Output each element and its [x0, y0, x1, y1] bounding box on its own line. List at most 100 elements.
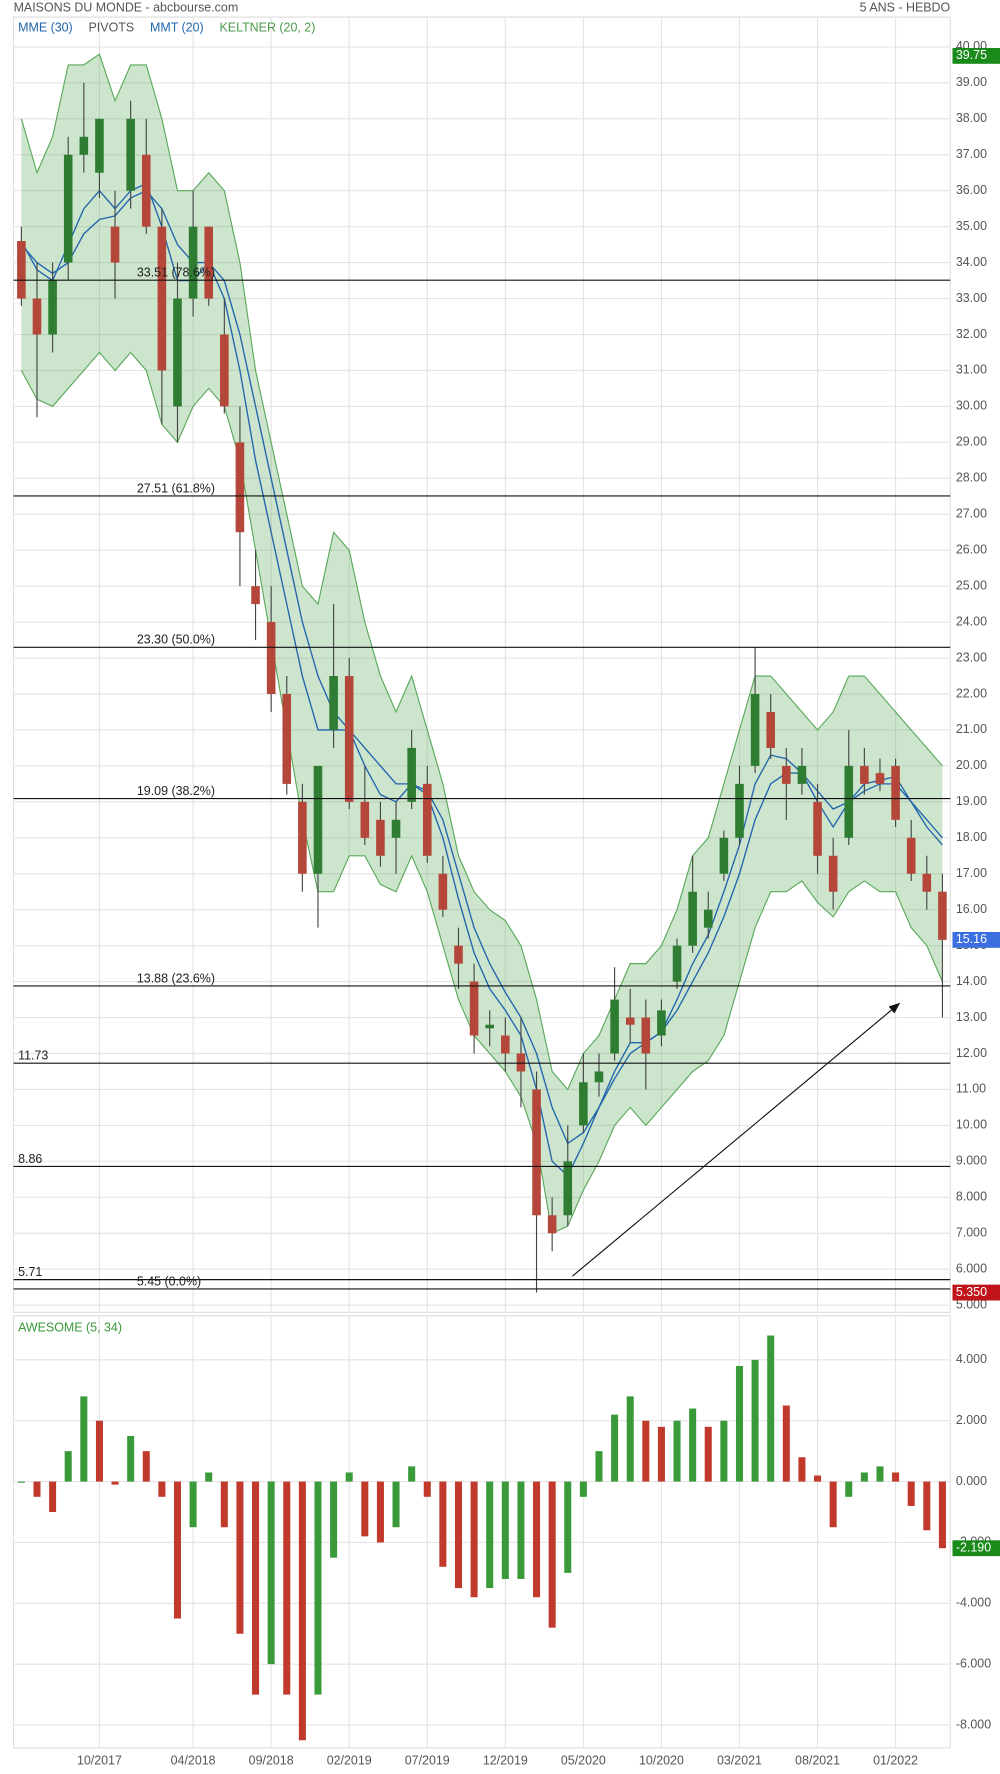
level-label: 11.73 — [18, 1049, 48, 1063]
oscillator-bar — [876, 1466, 884, 1482]
x-tick-label: 10/2020 — [639, 1754, 684, 1768]
y-tick-label: 8.000 — [956, 1190, 987, 1204]
candle-body — [173, 298, 182, 407]
oscillator-bar — [751, 1359, 759, 1482]
oscillator-bar — [486, 1481, 494, 1589]
oscillator-bar — [142, 1451, 150, 1482]
level-label: 5.45 (0.0%) — [137, 1274, 201, 1288]
candle-body — [641, 1017, 651, 1054]
candle-body — [157, 226, 167, 371]
oscillator-bar — [392, 1481, 400, 1528]
x-tick-label: 08/2021 — [795, 1754, 840, 1768]
y-tick-label: 28.00 — [956, 471, 987, 485]
oscillator-bar — [798, 1457, 806, 1482]
y-tick-label: 27.00 — [956, 507, 987, 521]
y-tick-label: 9.000 — [956, 1154, 987, 1168]
x-tick-label: 05/2020 — [561, 1754, 606, 1768]
oscillator-bar — [626, 1396, 634, 1482]
candle-body — [360, 801, 370, 838]
y-tick-label: 13.00 — [956, 1010, 987, 1024]
candle-body — [703, 909, 713, 928]
candle-body — [828, 855, 838, 892]
oscillator-bar — [642, 1420, 650, 1482]
oscillator-bar — [907, 1481, 915, 1506]
price-tag — [952, 931, 1000, 948]
candle-body — [938, 891, 947, 940]
x-tick-label: 12/2019 — [483, 1754, 528, 1768]
candle-body — [750, 694, 760, 766]
candle-body — [532, 1089, 541, 1216]
candle-body — [266, 622, 276, 695]
candle-body — [376, 819, 385, 856]
y-tick-label: 25.00 — [956, 578, 987, 592]
y-tick-label: 6.000 — [956, 1261, 987, 1275]
y-tick-label: 17.00 — [956, 866, 987, 880]
oscillator-bar — [298, 1481, 306, 1741]
oscillator-bar — [720, 1420, 728, 1482]
legend-entry: MME (30) — [18, 21, 73, 35]
candle-body — [875, 773, 885, 784]
y-tick-label: 33.00 — [956, 291, 987, 305]
candle-body — [313, 765, 323, 874]
oscillator-bar — [860, 1472, 868, 1482]
candle-body — [422, 783, 432, 856]
price-tag-label: 39.75 — [956, 48, 987, 62]
candle-body — [391, 819, 401, 838]
oscillator-bar — [49, 1481, 57, 1513]
level-label: 8.86 — [18, 1152, 42, 1166]
price-panel — [13, 16, 951, 1313]
candle-body — [501, 1035, 510, 1054]
candle-body — [579, 1082, 588, 1126]
oscillator-bar — [845, 1481, 853, 1497]
y-tick-label: 36.00 — [956, 183, 987, 197]
price-tag-label: 5.350 — [956, 1285, 987, 1299]
oscillator-bar — [17, 1481, 25, 1483]
level-label: 5.71 — [18, 1265, 42, 1279]
x-tick-label: 03/2021 — [717, 1754, 762, 1768]
candle-body — [719, 837, 729, 874]
y-tick-label: 30.00 — [956, 399, 987, 413]
price-tag — [952, 47, 1000, 64]
candle-body — [594, 1071, 604, 1083]
y-tick-label: 2.000 — [956, 1413, 987, 1427]
legend-entry: MMT (20) — [150, 21, 204, 35]
oscillator-bar — [361, 1481, 369, 1537]
y-tick-label: 12.00 — [956, 1046, 987, 1060]
y-tick-label: 35.00 — [956, 219, 987, 233]
oscillator-bar — [564, 1481, 572, 1573]
candle-body — [485, 1024, 494, 1029]
candle-body — [407, 747, 416, 802]
candle-body — [547, 1215, 557, 1234]
oscillator-bar — [408, 1466, 416, 1482]
period: 5 ANS - HEBDO — [860, 0, 951, 14]
candle-body — [797, 765, 807, 784]
y-tick-label: 20.00 — [956, 758, 987, 772]
oscillator-bar — [189, 1481, 197, 1528]
candle-body — [469, 981, 479, 1036]
oscillator-bar — [548, 1481, 556, 1628]
keltner-upper — [20, 53, 943, 1091]
candle-body — [329, 676, 338, 730]
oscillator-bar — [236, 1481, 244, 1634]
oscillator-bar — [376, 1481, 384, 1543]
x-tick-label: 10/2017 — [77, 1754, 122, 1768]
oscillator-bar — [782, 1405, 790, 1482]
candle-body — [95, 118, 104, 173]
x-tick-label: 01/2022 — [873, 1754, 918, 1768]
oscillator-bar — [595, 1451, 603, 1482]
y-tick-label: 19.00 — [956, 794, 987, 808]
oscillator-bar — [501, 1481, 509, 1579]
y-tick-label: -6.000 — [956, 1656, 991, 1670]
chart-title: MAISONS DU MONDE - abcbourse.com — [14, 0, 239, 14]
oscillator-bar — [33, 1481, 41, 1497]
y-tick-label: 10.00 — [956, 1118, 987, 1132]
candle-body — [141, 154, 151, 227]
candle-body — [438, 873, 448, 910]
candle-body — [782, 765, 791, 784]
candle-body — [906, 837, 916, 874]
x-tick-label: 02/2019 — [327, 1754, 372, 1768]
oscillator-bar — [345, 1472, 353, 1482]
oscillator-bar — [267, 1481, 275, 1665]
y-tick-label: 31.00 — [956, 363, 987, 377]
